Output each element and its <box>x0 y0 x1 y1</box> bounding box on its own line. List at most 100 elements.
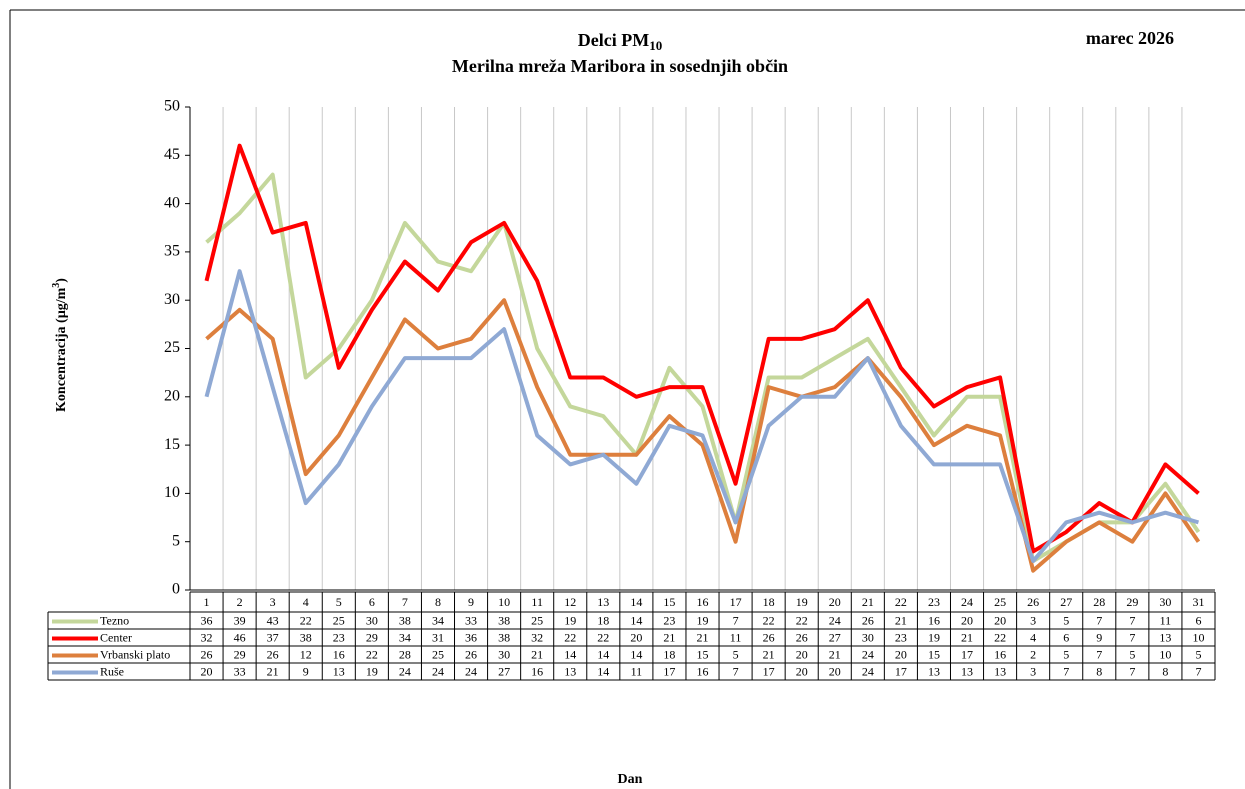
x-tick-label: 15 <box>663 595 675 609</box>
table-value: 17 <box>763 664 775 678</box>
table-value: 5 <box>1195 647 1201 661</box>
table-value: 20 <box>895 647 907 661</box>
x-tick-label: 24 <box>961 595 973 609</box>
table-value: 24 <box>862 664 874 678</box>
y-tick-label: 10 <box>164 484 180 501</box>
y-tick-label: 15 <box>164 436 180 453</box>
table-value: 5 <box>733 647 739 661</box>
legend-label: Center <box>100 630 132 644</box>
table-value: 38 <box>498 630 510 644</box>
table-value: 26 <box>267 647 279 661</box>
table-value: 11 <box>1160 613 1172 627</box>
chart-title: Delci PM10 <box>578 30 662 53</box>
table-value: 13 <box>333 664 345 678</box>
table-value: 36 <box>201 613 213 627</box>
table-value: 16 <box>928 613 940 627</box>
table-value: 38 <box>498 613 510 627</box>
table-value: 13 <box>1159 630 1171 644</box>
x-tick-label: 5 <box>336 595 342 609</box>
x-tick-label: 29 <box>1126 595 1138 609</box>
table-value: 21 <box>961 630 973 644</box>
table-value: 6 <box>1195 613 1201 627</box>
table-value: 21 <box>697 630 709 644</box>
x-tick-label: 14 <box>630 595 642 609</box>
x-tick-label: 25 <box>994 595 1006 609</box>
x-tick-label: 2 <box>237 595 243 609</box>
table-value: 22 <box>300 613 312 627</box>
table-value: 14 <box>630 613 642 627</box>
table-value: 27 <box>829 630 841 644</box>
table-value: 32 <box>201 630 213 644</box>
x-tick-label: 27 <box>1060 595 1072 609</box>
table-value: 25 <box>432 647 444 661</box>
y-tick-label: 50 <box>164 98 180 115</box>
table-value: 32 <box>531 630 543 644</box>
table-value: 17 <box>961 647 973 661</box>
table-value: 20 <box>829 664 841 678</box>
x-tick-label: 30 <box>1159 595 1171 609</box>
table-value: 16 <box>697 664 709 678</box>
table-value: 46 <box>234 630 246 644</box>
table-value: 16 <box>531 664 543 678</box>
table-value: 29 <box>234 647 246 661</box>
table-value: 33 <box>234 664 246 678</box>
table-value: 22 <box>597 630 609 644</box>
table-value: 22 <box>763 613 775 627</box>
x-tick-label: 21 <box>862 595 874 609</box>
table-value: 34 <box>399 630 411 644</box>
table-value: 30 <box>498 647 510 661</box>
table-value: 14 <box>564 647 576 661</box>
date-label: marec 2026 <box>1086 28 1174 48</box>
table-value: 28 <box>399 647 411 661</box>
table-value: 21 <box>531 647 543 661</box>
legend-label: Tezno <box>100 613 129 627</box>
table-value: 7 <box>1129 613 1135 627</box>
table-value: 20 <box>201 664 213 678</box>
table-value: 22 <box>796 613 808 627</box>
series-line <box>205 298 1201 573</box>
table-value: 16 <box>994 647 1006 661</box>
table-value: 21 <box>267 664 279 678</box>
table-value: 10 <box>1159 647 1171 661</box>
table-value: 23 <box>663 613 675 627</box>
table-value: 9 <box>303 664 309 678</box>
y-tick-label: 35 <box>164 243 180 260</box>
x-tick-label: 19 <box>796 595 808 609</box>
table-value: 26 <box>201 647 213 661</box>
y-tick-label: 40 <box>164 194 180 211</box>
table-value: 11 <box>631 664 643 678</box>
table-value: 18 <box>663 647 675 661</box>
table-value: 14 <box>630 647 642 661</box>
legend-label: Ruše <box>100 664 124 678</box>
x-tick-label: 23 <box>928 595 940 609</box>
table-value: 2 <box>1030 647 1036 661</box>
table-value: 5 <box>1129 647 1135 661</box>
chart-subtitle: Merilna mreža Maribora in sosednjih obči… <box>452 56 788 76</box>
table-value: 38 <box>399 613 411 627</box>
table-value: 22 <box>366 647 378 661</box>
table-value: 36 <box>465 630 477 644</box>
x-tick-label: 31 <box>1192 595 1204 609</box>
table-value: 27 <box>498 664 510 678</box>
x-tick-label: 11 <box>531 595 543 609</box>
x-tick-label: 26 <box>1027 595 1039 609</box>
table-value: 43 <box>267 613 279 627</box>
table-value: 7 <box>1195 664 1201 678</box>
y-axis-label: Koncentracija (µg/m3) <box>51 278 69 412</box>
x-tick-label: 12 <box>564 595 576 609</box>
table-value: 24 <box>829 613 841 627</box>
table-value: 9 <box>1096 630 1102 644</box>
table-value: 7 <box>1129 630 1135 644</box>
table-value: 13 <box>564 664 576 678</box>
table-value: 19 <box>928 630 940 644</box>
table-value: 8 <box>1096 664 1102 678</box>
table-value: 21 <box>663 630 675 644</box>
ylabel-end: ) <box>54 278 69 283</box>
table-value: 26 <box>763 630 775 644</box>
series-line <box>204 269 1200 564</box>
x-tick-label: 10 <box>498 595 510 609</box>
table-value: 38 <box>300 630 312 644</box>
table-value: 14 <box>597 647 609 661</box>
table-value: 14 <box>597 664 609 678</box>
